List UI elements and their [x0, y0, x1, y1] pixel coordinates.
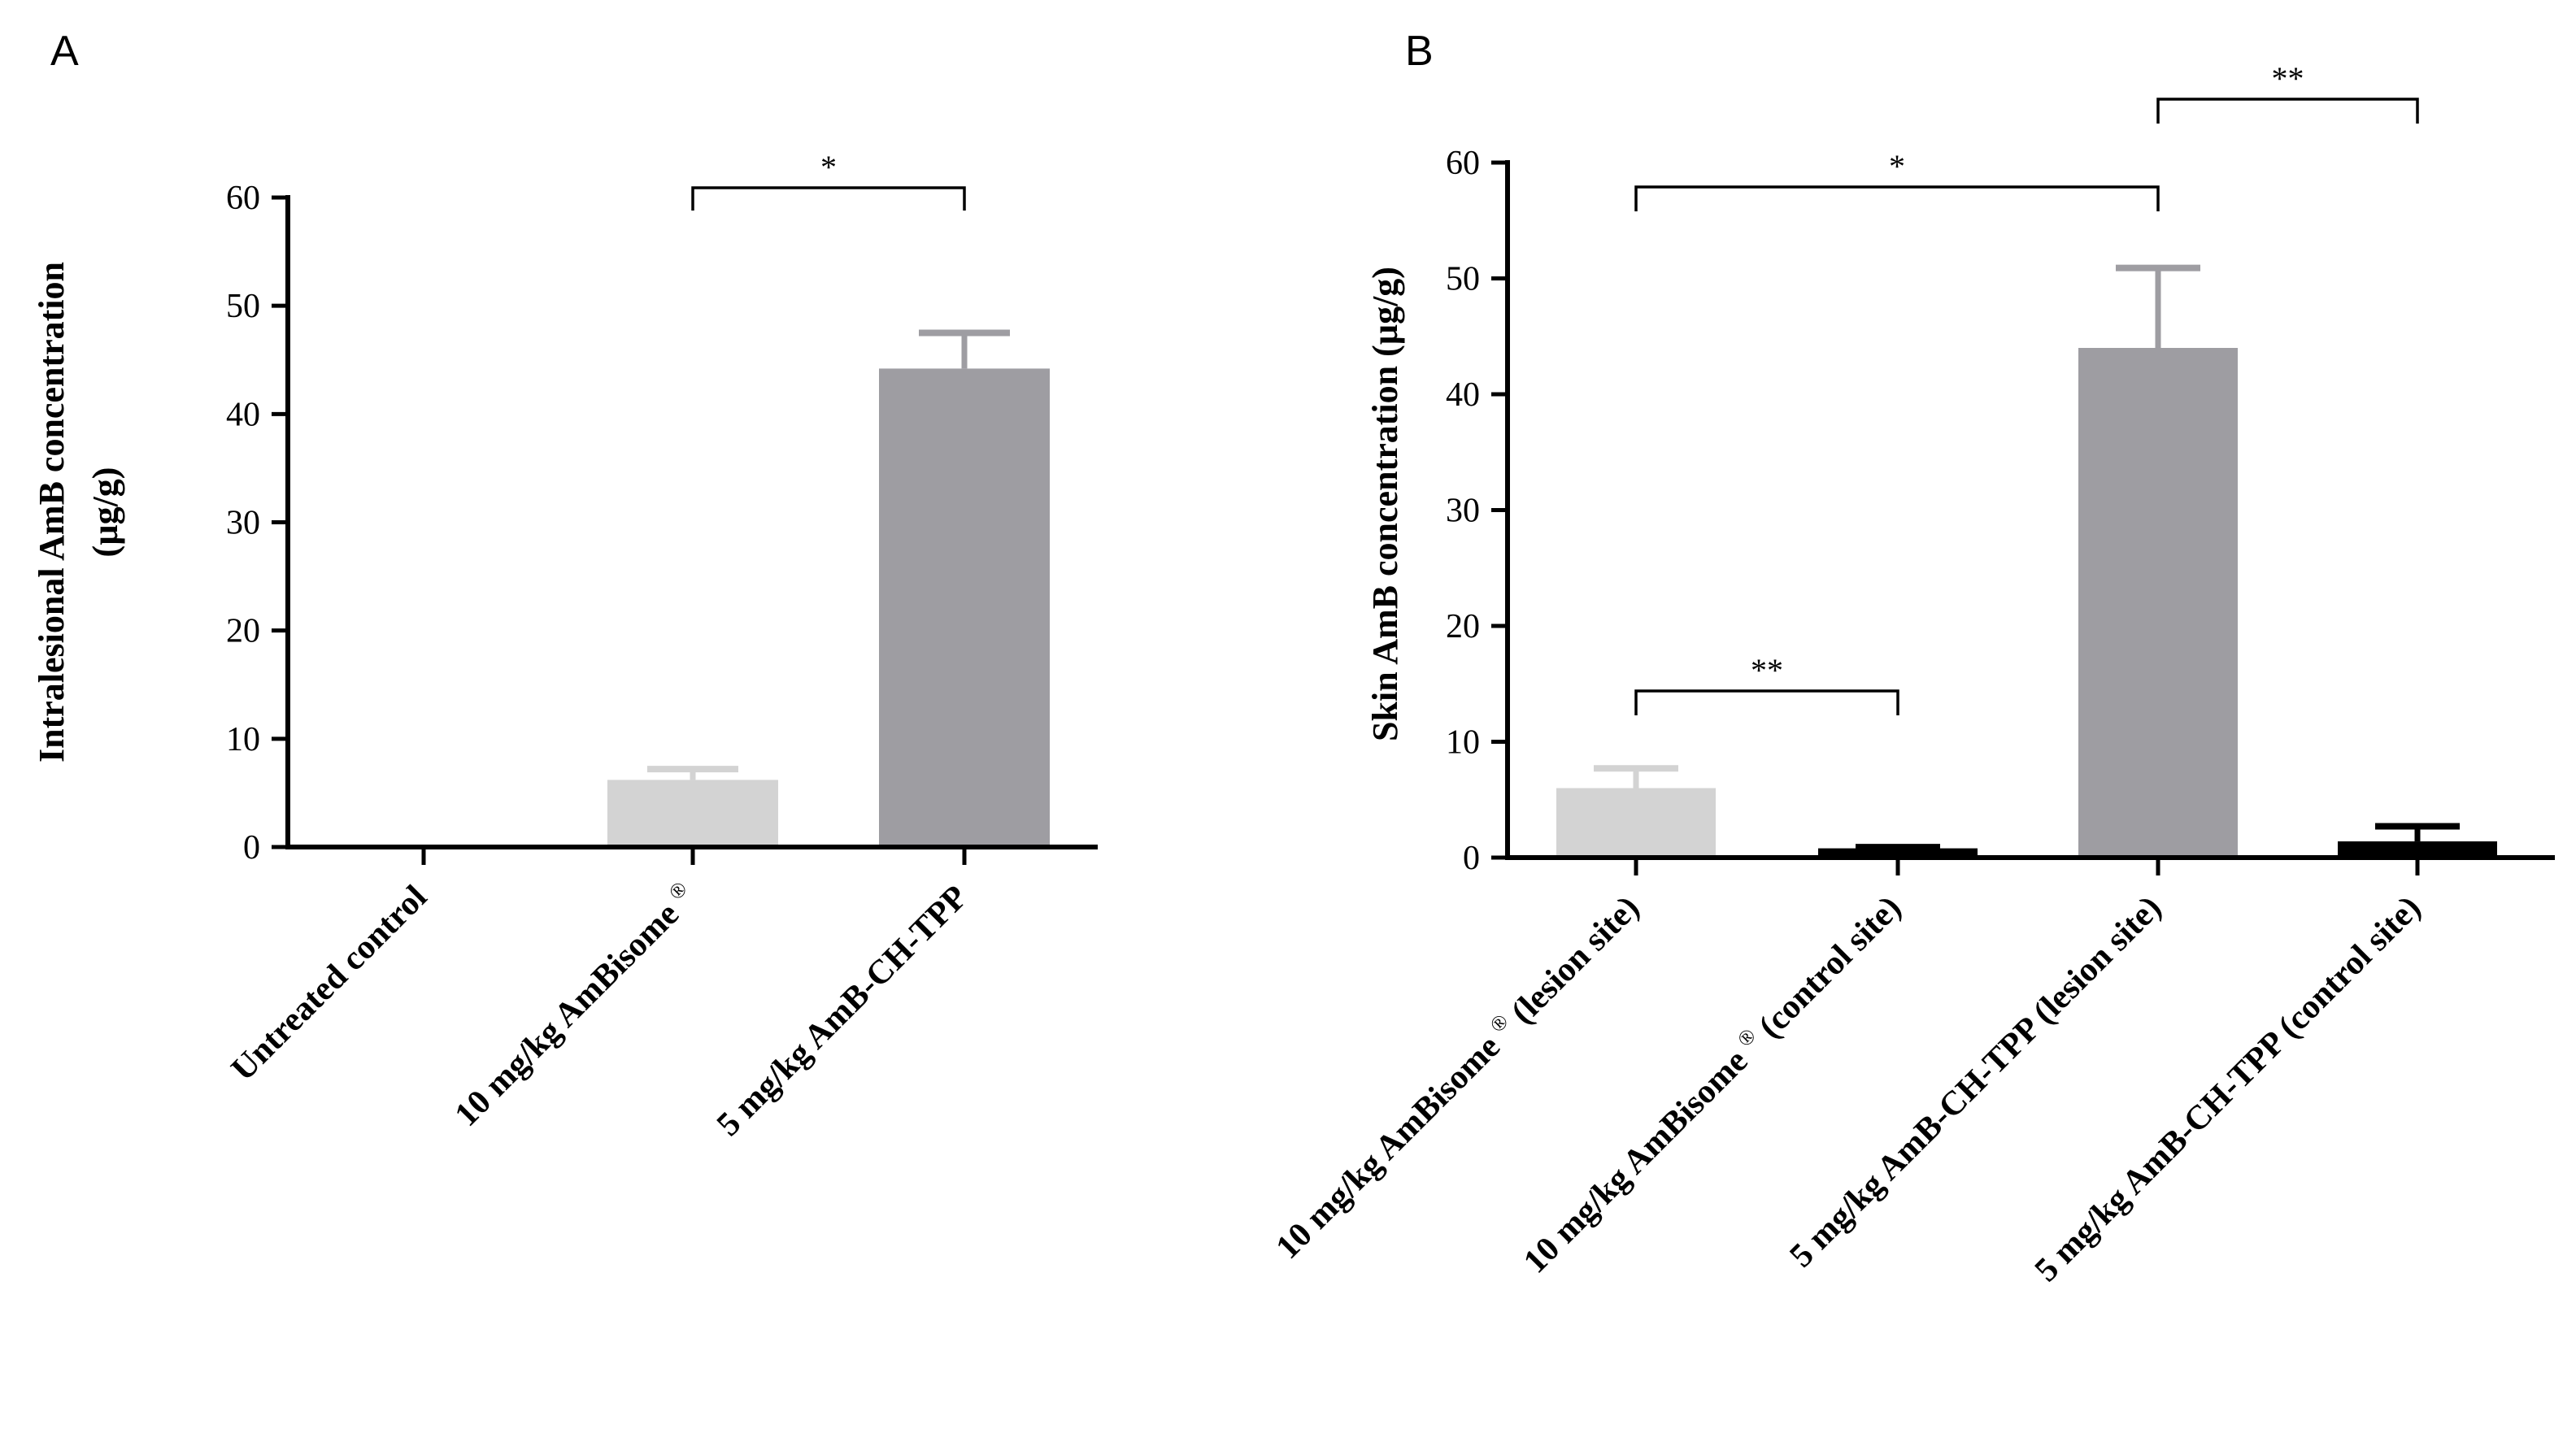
panel-a-bar: [607, 780, 778, 847]
panel-a-y-axis-title-line1: Intralesional AmB concentration: [32, 262, 72, 762]
panel-b-significance-label: **: [1751, 652, 1783, 689]
panel-a-y-tick-label: 30: [226, 505, 260, 542]
panel-b-y-tick-label: 30: [1446, 493, 1480, 530]
panel-b-y-tick-label: 60: [1446, 145, 1480, 182]
panel-a-x-tick-label: 10 mg/kg AmBisome®: [446, 876, 703, 1133]
panel-a-x-tick-label: 5 mg/kg AmB-CH-TPP: [710, 879, 975, 1144]
panel-a-y-tick-label: 10: [226, 721, 260, 758]
panel-a-error-bar: [919, 329, 1010, 369]
panel-b-y-axis-title: Skin AmB concentration (µg/g): [1365, 267, 1405, 741]
panel-b-y-tick-label: 0: [1463, 840, 1480, 877]
panel-b-y-axis-title-line1: Skin AmB concentration (µg/g): [1365, 267, 1405, 741]
panel-a-bar: [879, 368, 1050, 847]
panel-a-y-axis-title-line2: (µg/g): [85, 467, 125, 558]
panel-b-error-bar: [2375, 823, 2460, 842]
panel-a-chart: A Intralesional AmB concentration (µg/g)…: [32, 28, 1098, 1144]
panel-b-significance-bracket: **: [1634, 652, 1899, 715]
panel-a-plot-area: 0 10 20 30 40 50 60 Untreated control 10 mg/kg A…: [224, 149, 1098, 1144]
panel-a-y-tick-label: 60: [226, 180, 260, 217]
panel-a-y-tick-label: 20: [226, 613, 260, 650]
panel-b-y-tick-label: 50: [1446, 261, 1480, 298]
panel-a-significance-bracket: *: [691, 149, 966, 211]
panel-b-significance-label: *: [1889, 148, 1905, 185]
panel-b-y-tick-label: 40: [1446, 376, 1480, 414]
panel-b-significance-bracket: **: [2156, 60, 2419, 124]
panel-b-bar: [2338, 841, 2497, 858]
panel-b-error-bar: [2116, 264, 2200, 348]
panel-b-bar: [1818, 848, 1978, 858]
panel-a-label: A: [50, 28, 79, 75]
panel-a-y-tick-label: 40: [226, 396, 260, 433]
panel-b-chart: B Skin AmB concentration (µg/g) 0 10 20 30 4…: [1269, 28, 2555, 1289]
panel-a-y-axis-title: Intralesional AmB concentration (µg/g): [32, 262, 125, 762]
panel-b-y-tick-label: 10: [1446, 724, 1480, 762]
panel-b-significance-bracket: *: [1634, 148, 2160, 211]
panel-a-y-tick-label: 0: [243, 829, 260, 867]
panel-b-error-bar: [1594, 765, 1678, 788]
panel-a-y-tick-label: 50: [226, 288, 260, 325]
panel-b-bar: [1556, 788, 1716, 858]
panel-b-bar: [2078, 348, 2238, 858]
panel-a-significance-label: *: [820, 149, 837, 185]
panel-b-significance-label: **: [2272, 60, 2304, 97]
panel-a-error-bar: [647, 766, 738, 780]
panel-b-label: B: [1405, 28, 1434, 75]
panel-a-x-tick-label: Untreated control: [224, 879, 434, 1088]
panel-b-error-bar: [1856, 844, 1940, 851]
panel-b-y-tick-label: 20: [1446, 608, 1480, 645]
